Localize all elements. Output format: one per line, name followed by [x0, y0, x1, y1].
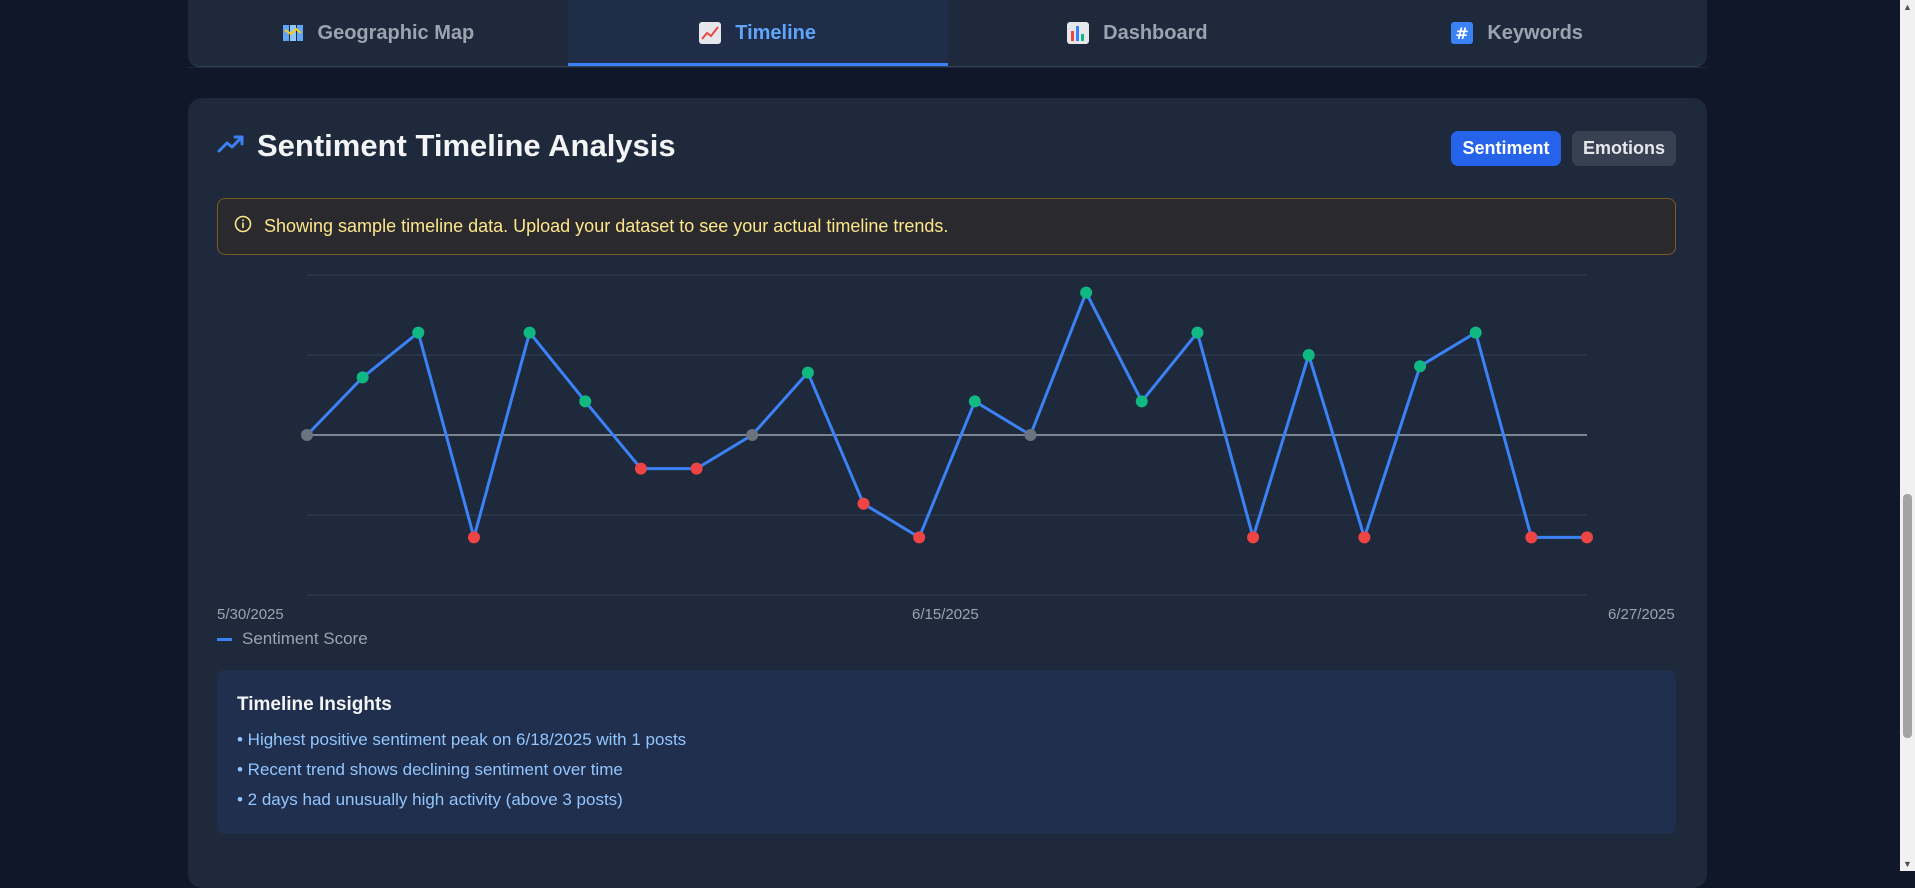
data-point[interactable] — [690, 462, 703, 475]
card-header: Sentiment Timeline Analysis — [217, 128, 676, 164]
data-point[interactable] — [412, 326, 425, 339]
data-point[interactable] — [857, 497, 870, 510]
data-point[interactable] — [746, 429, 759, 441]
hashtag-icon: # — [1451, 22, 1474, 44]
scroll-down-icon[interactable]: ▼ — [1903, 859, 1912, 869]
page-title: Sentiment Timeline Analysis — [257, 128, 676, 163]
chart-legend: Sentiment Score — [217, 629, 368, 649]
emotions-button[interactable]: Emotions — [1572, 131, 1676, 166]
data-point[interactable] — [634, 462, 647, 475]
tab-bar: Geographic Map Timeline Dashboard # Keyw… — [188, 0, 1707, 67]
tab-geographic-map[interactable]: Geographic Map — [188, 0, 568, 66]
page-scrollbar[interactable]: ▲ ▼ — [1900, 0, 1915, 871]
data-point[interactable] — [968, 395, 981, 408]
data-point[interactable] — [1469, 326, 1482, 339]
data-point[interactable] — [1581, 531, 1593, 544]
bar-chart-icon — [1067, 22, 1090, 44]
insight-item: • Recent trend shows declining sentiment… — [237, 760, 623, 779]
legend-label: Sentiment Score — [242, 629, 368, 648]
tab-dashboard[interactable]: Dashboard — [948, 0, 1328, 66]
info-icon — [234, 215, 252, 238]
insight-item: • 2 days had unusually high activity (ab… — [237, 790, 623, 809]
scroll-thumb[interactable] — [1903, 494, 1912, 738]
legend-swatch — [217, 637, 232, 641]
map-icon — [282, 22, 304, 44]
data-point[interactable] — [1024, 429, 1037, 441]
chart-line-icon — [699, 22, 722, 44]
sentiment-button[interactable]: Sentiment — [1451, 131, 1561, 166]
sentiment-line-chart — [301, 274, 1593, 596]
tab-label: Timeline — [735, 21, 817, 44]
x-tick-label-start: 5/30/2025 — [217, 606, 284, 623]
data-point[interactable] — [467, 531, 480, 544]
data-point[interactable] — [1302, 349, 1315, 361]
tab-label: Keywords — [1487, 21, 1583, 44]
series-line-sentiment-score — [305, 291, 1587, 539]
scroll-up-icon[interactable]: ▲ — [1903, 2, 1912, 12]
tab-keywords[interactable]: # Keywords — [1327, 0, 1707, 66]
data-point[interactable] — [913, 531, 926, 544]
data-point[interactable] — [356, 371, 369, 384]
timeline-insights: Timeline Insights • Highest positive sen… — [217, 670, 1676, 834]
data-point[interactable] — [1414, 360, 1427, 373]
x-tick-label-end: 6/27/2025 — [1608, 606, 1675, 623]
tab-label: Geographic Map — [317, 21, 475, 44]
data-point[interactable] — [1080, 286, 1093, 299]
data-point[interactable] — [1191, 326, 1204, 339]
divider — [188, 67, 1707, 68]
trending-up-icon — [217, 133, 245, 160]
data-point[interactable] — [1247, 531, 1260, 544]
x-tick-label-mid: 6/15/2025 — [912, 606, 979, 623]
notice-text: Showing sample timeline data. Upload you… — [264, 216, 949, 236]
data-point[interactable] — [523, 326, 536, 339]
insight-item: • Highest positive sentiment peak on 6/1… — [237, 730, 687, 749]
data-point[interactable] — [301, 429, 313, 441]
tab-timeline[interactable]: Timeline — [567, 0, 948, 66]
tab-label: Dashboard — [1103, 21, 1208, 44]
svg-text:#: # — [1456, 24, 1469, 43]
data-point[interactable] — [1525, 531, 1538, 544]
insights-title: Timeline Insights — [237, 694, 392, 715]
data-point[interactable] — [579, 395, 592, 408]
data-point[interactable] — [1358, 531, 1371, 544]
data-point[interactable] — [801, 366, 814, 379]
data-point[interactable] — [1135, 395, 1148, 408]
sample-data-notice: Showing sample timeline data. Upload you… — [217, 198, 1676, 255]
